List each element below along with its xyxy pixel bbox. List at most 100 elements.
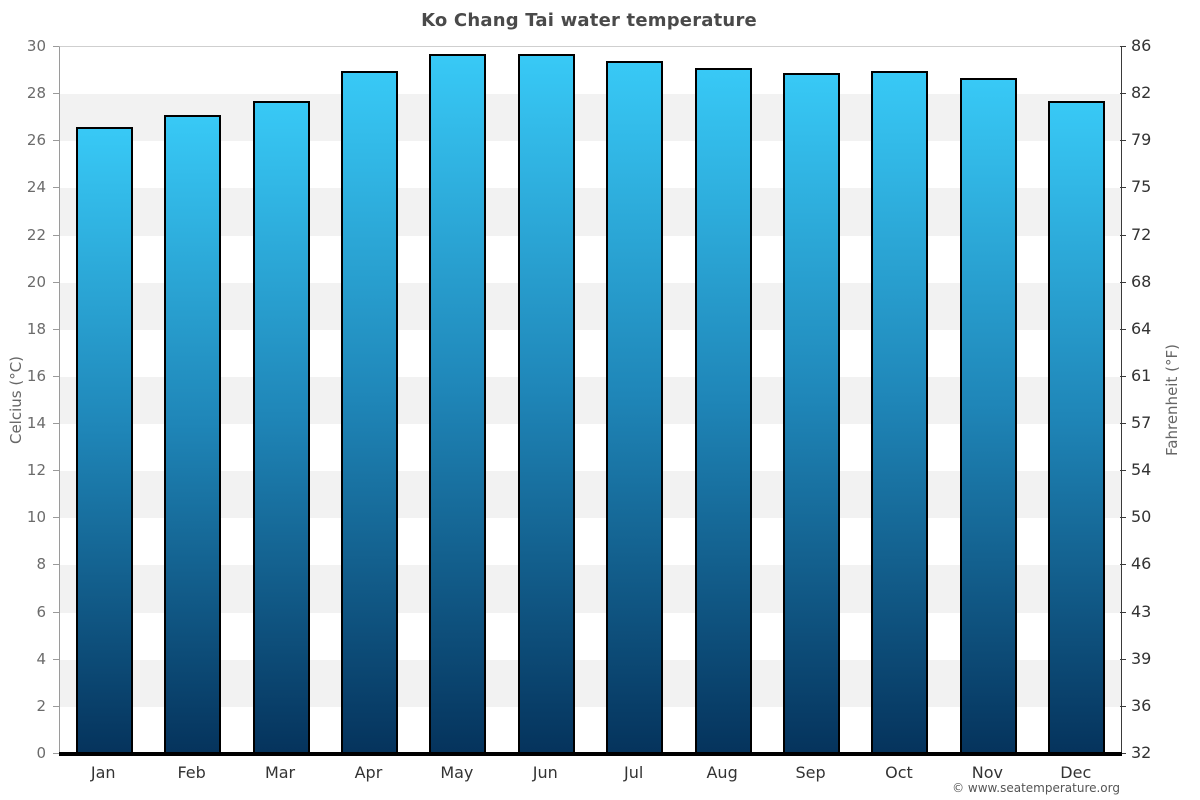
month-label-jan: Jan xyxy=(90,763,116,782)
celsius-tick-mark xyxy=(53,564,59,566)
grid-band xyxy=(60,471,1121,519)
celsius-label-12: 12 xyxy=(26,461,46,480)
fahrenheit-tick-mark xyxy=(1120,705,1126,707)
fahrenheit-label-72: 72 xyxy=(1131,224,1152,244)
fahrenheit-tick-mark xyxy=(1120,658,1126,660)
celsius-label-2: 2 xyxy=(36,696,46,715)
chart-title: Ko Chang Tai water temperature xyxy=(421,10,757,31)
fahrenheit-tick-mark xyxy=(1120,753,1126,754)
celsius-tick-mark xyxy=(53,46,59,47)
fahrenheit-tick-mark xyxy=(1120,611,1126,613)
fahrenheit-label-79: 79 xyxy=(1131,130,1152,150)
bar-jan[interactable] xyxy=(75,127,133,754)
fahrenheit-tick-mark xyxy=(1120,517,1126,519)
celsius-tick-mark xyxy=(53,140,59,142)
celsius-tick-mark xyxy=(53,517,59,519)
month-label-jul: Jul xyxy=(624,763,644,782)
bar-nov[interactable] xyxy=(959,77,1017,754)
month-label-jun: Jun xyxy=(532,763,558,782)
fahrenheit-label-61: 61 xyxy=(1131,365,1152,385)
celsius-tick-mark xyxy=(53,658,59,660)
celsius-tick-mark xyxy=(53,753,59,754)
grid-band xyxy=(60,376,1121,425)
grid-band xyxy=(60,706,1121,754)
fahrenheit-label-75: 75 xyxy=(1131,177,1152,197)
bar-apr[interactable] xyxy=(340,70,398,754)
bar-jul[interactable] xyxy=(606,61,664,754)
fahrenheit-label-50: 50 xyxy=(1131,507,1152,527)
celsius-tick-mark xyxy=(53,281,59,283)
grid-band xyxy=(60,518,1121,566)
celsius-tick-mark xyxy=(53,187,59,189)
fahrenheit-label-86: 86 xyxy=(1131,36,1152,55)
fahrenheit-tick-mark xyxy=(1120,423,1126,425)
fahrenheit-tick-mark xyxy=(1120,187,1126,189)
month-label-feb: Feb xyxy=(177,763,206,782)
fahrenheit-tick-mark xyxy=(1120,564,1126,566)
celsius-label-10: 10 xyxy=(26,508,46,527)
fahrenheit-tick-mark xyxy=(1120,328,1126,330)
month-label-nov: Nov xyxy=(971,763,1003,782)
celsius-tick-mark xyxy=(53,423,59,425)
grid-band xyxy=(60,47,1121,95)
celsius-tick-mark xyxy=(53,234,59,236)
x-axis-baseline xyxy=(59,752,1122,756)
celsius-label-16: 16 xyxy=(26,366,46,385)
month-label-sep: Sep xyxy=(795,763,826,782)
copyright-credit[interactable]: © www.seatemperature.org xyxy=(952,781,1120,795)
bar-oct[interactable] xyxy=(871,70,929,754)
celsius-label-28: 28 xyxy=(26,84,46,103)
fahrenheit-label-43: 43 xyxy=(1131,601,1152,621)
celsius-label-0: 0 xyxy=(36,744,46,762)
celsius-label-14: 14 xyxy=(26,414,46,433)
fahrenheit-label-64: 64 xyxy=(1131,318,1152,338)
grid-band xyxy=(60,141,1121,189)
bar-mar[interactable] xyxy=(252,101,310,754)
grid-band xyxy=(60,612,1121,660)
grid-band xyxy=(60,235,1121,283)
bar-jun[interactable] xyxy=(517,54,575,754)
grid-band xyxy=(60,188,1121,236)
fahrenheit-label-57: 57 xyxy=(1131,413,1152,433)
bar-aug[interactable] xyxy=(694,68,752,754)
celsius-label-4: 4 xyxy=(36,649,46,668)
celsius-tick-mark xyxy=(53,375,59,377)
celsius-label-26: 26 xyxy=(26,131,46,150)
fahrenheit-tick-mark xyxy=(1120,234,1126,236)
fahrenheit-label-68: 68 xyxy=(1131,271,1152,291)
celsius-label-20: 20 xyxy=(26,272,46,291)
fahrenheit-tick-mark xyxy=(1120,93,1126,95)
celsius-label-30: 30 xyxy=(26,37,46,55)
month-label-aug: Aug xyxy=(706,763,738,782)
fahrenheit-label-39: 39 xyxy=(1131,648,1152,668)
celsius-tick-mark xyxy=(53,328,59,330)
bar-may[interactable] xyxy=(429,54,487,754)
fahrenheit-label-82: 82 xyxy=(1131,83,1152,103)
fahrenheit-tick-mark xyxy=(1120,281,1126,283)
month-label-dec: Dec xyxy=(1060,763,1092,782)
grid-band xyxy=(60,424,1121,472)
grid-band xyxy=(60,659,1121,707)
celsius-tick-mark xyxy=(53,705,59,707)
grid-band xyxy=(60,565,1121,613)
bar-sep[interactable] xyxy=(783,72,841,754)
grid-band xyxy=(60,94,1121,142)
celsius-label-22: 22 xyxy=(26,225,46,244)
fahrenheit-tick-mark xyxy=(1120,375,1126,377)
bar-dec[interactable] xyxy=(1048,101,1106,754)
fahrenheit-tick-mark xyxy=(1120,140,1126,142)
plot-area xyxy=(59,46,1122,756)
fahrenheit-label-32: 32 xyxy=(1131,743,1152,762)
month-label-oct: Oct xyxy=(885,763,913,782)
celsius-label-6: 6 xyxy=(36,602,46,621)
month-label-may: May xyxy=(440,763,474,782)
fahrenheit-label-36: 36 xyxy=(1131,695,1152,715)
grid-band xyxy=(60,329,1121,377)
celsius-label-18: 18 xyxy=(26,319,46,338)
bar-feb[interactable] xyxy=(164,115,222,754)
grid-band xyxy=(60,282,1121,330)
month-label-mar: Mar xyxy=(264,763,296,782)
fahrenheit-label-46: 46 xyxy=(1131,554,1152,574)
celsius-tick-mark xyxy=(53,470,59,472)
celsius-label-8: 8 xyxy=(36,555,46,574)
